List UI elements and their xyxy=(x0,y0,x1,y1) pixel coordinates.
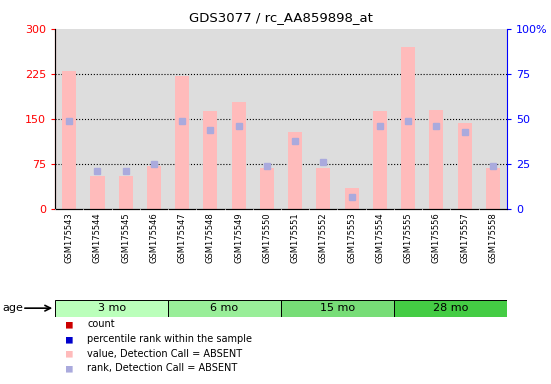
Text: GDS3077 / rc_AA859898_at: GDS3077 / rc_AA859898_at xyxy=(189,12,373,25)
Text: GSM175545: GSM175545 xyxy=(121,212,130,263)
Text: GSM175558: GSM175558 xyxy=(488,212,498,263)
Bar xyxy=(55,300,168,317)
Text: GSM175551: GSM175551 xyxy=(290,212,300,263)
Bar xyxy=(260,168,274,209)
Text: GSM175553: GSM175553 xyxy=(347,212,356,263)
Text: ■: ■ xyxy=(66,363,73,373)
Bar xyxy=(168,300,281,317)
Bar xyxy=(316,168,331,209)
Text: count: count xyxy=(87,319,115,329)
Bar xyxy=(344,188,359,209)
Text: GSM175555: GSM175555 xyxy=(403,212,413,263)
Text: GSM175550: GSM175550 xyxy=(262,212,272,263)
Text: GSM175557: GSM175557 xyxy=(460,212,469,263)
Bar xyxy=(288,132,302,209)
Bar xyxy=(147,166,161,209)
Text: GSM175548: GSM175548 xyxy=(206,212,215,263)
Bar xyxy=(62,71,76,209)
Text: GSM175544: GSM175544 xyxy=(93,212,102,263)
Text: 3 mo: 3 mo xyxy=(98,303,126,313)
Text: GSM175543: GSM175543 xyxy=(64,212,74,263)
Bar xyxy=(203,111,218,209)
Text: GSM175552: GSM175552 xyxy=(319,212,328,263)
Bar xyxy=(486,168,500,209)
Text: rank, Detection Call = ABSENT: rank, Detection Call = ABSENT xyxy=(87,363,237,373)
Bar xyxy=(118,176,133,209)
Text: age: age xyxy=(3,303,24,313)
Text: 28 mo: 28 mo xyxy=(433,303,468,313)
Bar xyxy=(281,300,394,317)
Bar xyxy=(231,102,246,209)
Text: GSM175547: GSM175547 xyxy=(177,212,187,263)
Bar xyxy=(429,110,444,209)
Bar xyxy=(394,300,507,317)
Text: 6 mo: 6 mo xyxy=(210,303,239,313)
Bar xyxy=(175,76,189,209)
Bar xyxy=(457,123,472,209)
Text: GSM175546: GSM175546 xyxy=(149,212,159,263)
Bar xyxy=(401,47,415,209)
Text: ■: ■ xyxy=(66,349,73,359)
Text: GSM175554: GSM175554 xyxy=(375,212,385,263)
Text: ■: ■ xyxy=(66,334,73,344)
Bar xyxy=(90,176,105,209)
Text: GSM175549: GSM175549 xyxy=(234,212,243,263)
Text: 15 mo: 15 mo xyxy=(320,303,355,313)
Bar xyxy=(373,111,387,209)
Text: ■: ■ xyxy=(66,319,73,329)
Text: value, Detection Call = ABSENT: value, Detection Call = ABSENT xyxy=(87,349,242,359)
Text: percentile rank within the sample: percentile rank within the sample xyxy=(87,334,252,344)
Text: GSM175556: GSM175556 xyxy=(432,212,441,263)
